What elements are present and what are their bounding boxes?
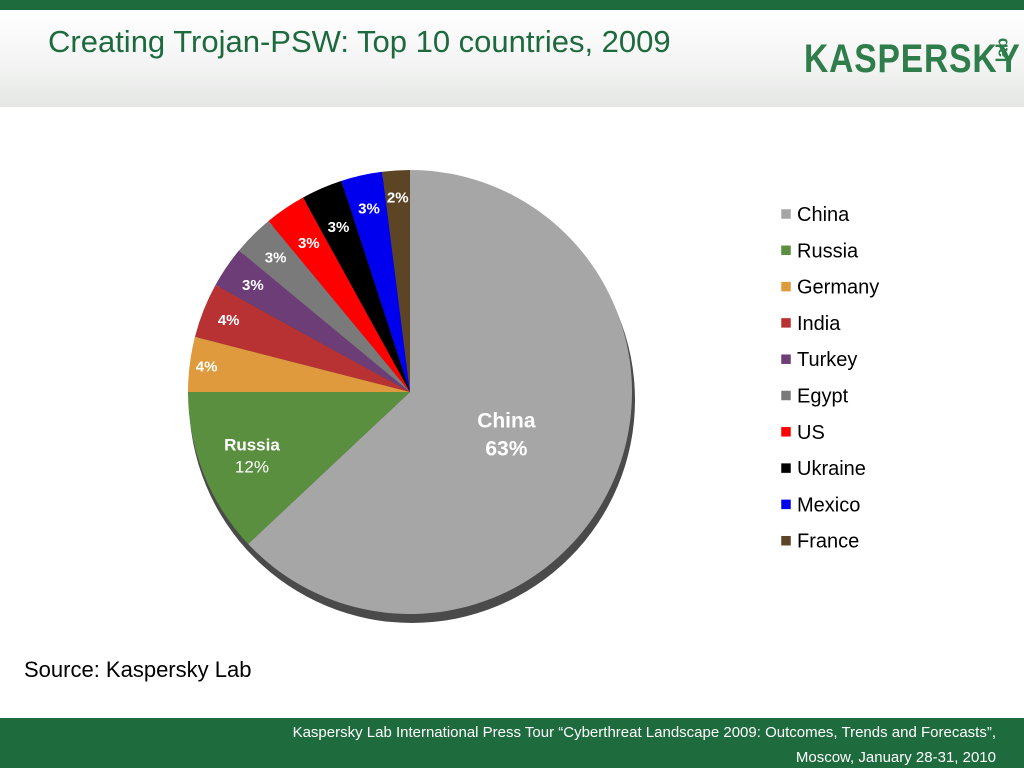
pie-slice-mexico [341,171,410,392]
source-note: Source: Kaspersky Lab [24,657,252,682]
legend-swatch-egypt [780,390,792,401]
legend-label-us: US [797,422,825,444]
data-label-mexico: 3% [358,201,380,218]
footer-band: Kaspersky Lab International Press Tour “… [0,718,1024,768]
data-label-egypt: 3% [265,250,287,267]
legend-label-india: India [797,313,841,335]
legend-swatch-germany [780,281,792,292]
legend-swatch-ukraine [780,462,792,474]
kaspersky-logo: KASPERSKY lab [804,34,1020,84]
chart-legend: China Russia Germany India Turkey Egypt US Ukra… [780,204,879,553]
legend-swatch-turkey [780,353,792,365]
legend-swatch-russia [780,245,792,256]
data-label-ukraine: 3% [328,219,350,236]
data-label-us: 3% [298,235,320,252]
top-accent-bar [0,0,1024,10]
data-label-turkey: 3% [242,277,264,294]
pie-slice-egypt [238,220,410,392]
legend-label-china: China [797,204,850,226]
data-label-china-category: China [477,410,536,433]
pie-slice-india [194,285,410,392]
data-label-russia-value: 12% [235,458,269,477]
legend-swatch-us [780,426,792,438]
data-label-germany: 4% [196,358,218,375]
data-label-france: 2% [387,189,409,206]
header-band [0,10,1024,107]
legend-swatch-india [780,317,792,329]
legend-label-egypt: Egypt [797,386,849,408]
legend-label-turkey: Turkey [797,349,857,371]
pie-slice-us [268,197,410,392]
footer-line-2: Moscow, January 28-31, 2010 [795,749,996,766]
logo-wordmark: KASPERSKY [804,37,1021,81]
legend-swatch-mexico [780,499,792,510]
pie-slice-china [248,170,632,614]
pie-slice-germany [188,336,410,392]
footer-line-1: Kaspersky Lab International Press Tour “… [292,724,996,741]
legend-label-ukraine: Ukraine [797,458,866,480]
pie-slices [188,170,632,614]
pie-slice-russia [188,392,410,544]
pie-slice-ukraine [303,180,410,392]
data-label-russia-category: Russia [224,436,280,455]
legend-label-mexico: Mexico [797,494,860,516]
pie-slice-turkey [215,250,410,392]
legend-label-germany: Germany [797,277,879,299]
legend-swatch-china [780,208,792,220]
legend-label-france: France [797,531,859,553]
legend-swatch-france [780,535,792,546]
logo-lab-text: lab [992,37,1012,63]
slide-title: Creating Trojan-PSW: Top 10 countries, 2… [48,24,671,59]
data-label-china-value: 63% [485,438,527,461]
data-label-india: 4% [218,312,240,329]
pie-slice-france [382,170,410,392]
legend-label-russia: Russia [797,240,859,262]
